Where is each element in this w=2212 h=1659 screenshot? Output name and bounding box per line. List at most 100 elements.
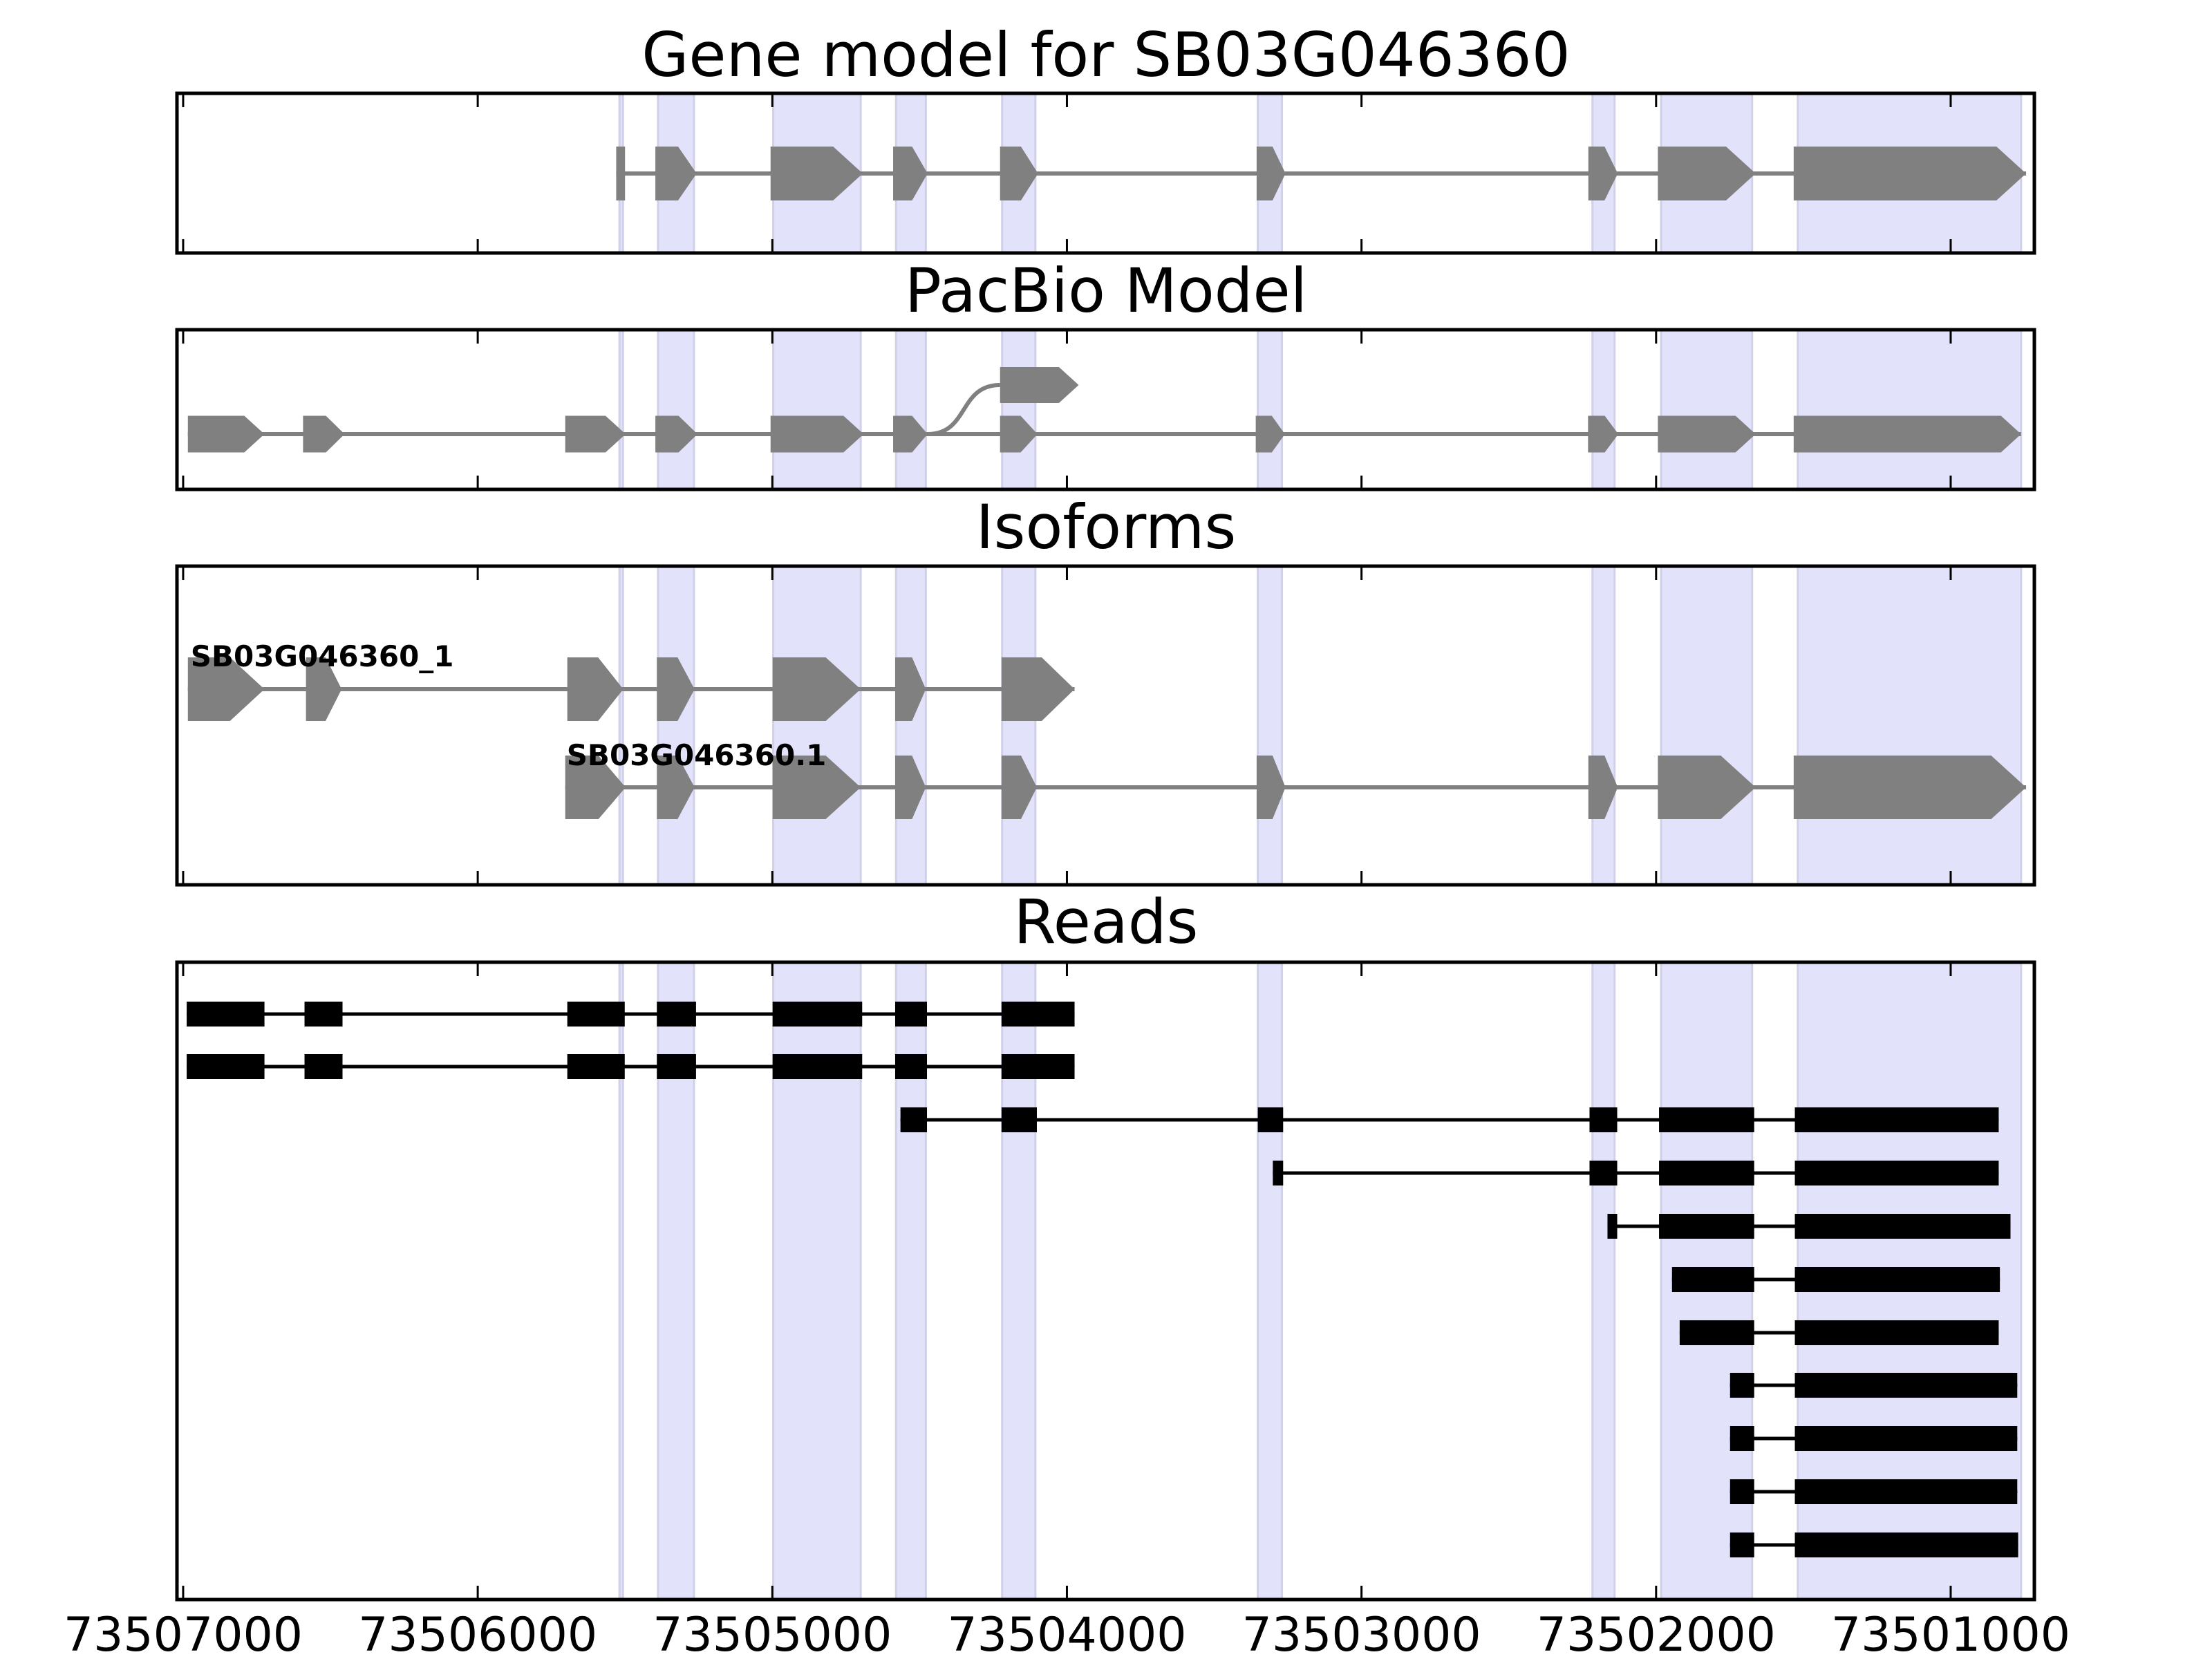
read-block (1794, 1161, 1999, 1185)
read-block (1730, 1479, 1754, 1504)
x-tick-label: 73507000 (64, 1608, 303, 1659)
read-block (1607, 1214, 1618, 1239)
read-block (772, 1002, 863, 1027)
pacbio-exon (893, 415, 928, 453)
pacbio-exon (655, 415, 698, 453)
x-axis: 73507000 73506000 73505000 73504000 7350… (64, 1608, 2070, 1659)
read-block (1659, 1161, 1754, 1185)
read (187, 1002, 1075, 1027)
read (1671, 1267, 2000, 1292)
highlight-region (1257, 961, 1284, 1601)
axes-frame (175, 960, 2036, 1602)
highlight-region (1797, 565, 2023, 886)
isoform-2-exon (895, 756, 926, 819)
panel-background (182, 565, 2023, 886)
highlight-region (772, 328, 862, 491)
read-block (1794, 1533, 2018, 1557)
pacbio-exon (770, 415, 864, 453)
read-block (1257, 1107, 1284, 1132)
read (1730, 1479, 2018, 1504)
read-block (1679, 1320, 1754, 1345)
isoform-2-exon (1588, 756, 1618, 819)
pacbio-exon (303, 415, 345, 453)
highlight-region (1660, 328, 1754, 491)
read-block (657, 1002, 696, 1027)
pacbio-exon (1793, 415, 2021, 453)
isoforms-title: Isoforms (976, 491, 1237, 563)
axes-frame (175, 91, 2036, 255)
read (1607, 1214, 2011, 1239)
highlight-region (1591, 961, 1616, 1601)
read-block (1794, 1426, 2018, 1451)
axes-frame (175, 564, 2036, 887)
highlight-region (894, 328, 927, 491)
isoform-1-exon (657, 657, 695, 721)
x-tick-label: 73505000 (653, 1608, 892, 1659)
highlight-region (657, 328, 695, 491)
pacbio-exon (565, 415, 626, 453)
read-block (1659, 1214, 1754, 1239)
x-tick-label: 73503000 (1242, 1608, 1481, 1659)
isoform-1-exon (895, 657, 926, 721)
highlight-region (618, 328, 624, 491)
x-tick-label: 73504000 (947, 1608, 1186, 1659)
isoform-2-exon (565, 756, 626, 819)
read-block (1671, 1267, 1754, 1292)
read-block (772, 1054, 863, 1079)
read-block (1001, 1054, 1075, 1079)
isoform-2-exon (1256, 756, 1286, 819)
axes-frame (175, 328, 2036, 491)
gene-model-panel: Gene model for SB03G046360 (175, 19, 2036, 255)
isoforms-panel: Isoforms SB03G046360_1 SB03G046360.1 (175, 491, 2036, 887)
isoform-tracks (187, 657, 2027, 819)
pacbio-branch-connector (927, 383, 1000, 436)
read-block (1794, 1107, 1999, 1132)
read-block (1730, 1373, 1754, 1398)
read-block (900, 1107, 928, 1132)
isoform-2-exon (772, 756, 861, 819)
read-block (187, 1054, 265, 1079)
read-block (304, 1054, 343, 1079)
gene-model-exon (1588, 147, 1618, 200)
pacbio-exon (1255, 415, 1285, 453)
read (1730, 1533, 2018, 1557)
x-tick-label: 73502000 (1537, 1608, 1776, 1659)
read-block (1794, 1267, 2000, 1292)
pacbio-exon (1588, 415, 1619, 453)
highlight-region (1257, 328, 1284, 491)
read-block (1730, 1533, 1754, 1557)
highlight-region (1001, 328, 1037, 491)
highlight-region (1591, 565, 1616, 886)
isoform-1-exon (1001, 657, 1075, 721)
gene-model-exon (770, 147, 863, 200)
highlight-region (894, 565, 927, 886)
read-block (1659, 1107, 1754, 1132)
isoform-1-exon (187, 657, 265, 721)
highlight-region (1591, 328, 1616, 491)
pacbio-exon (1000, 415, 1038, 453)
read-block (567, 1002, 625, 1027)
read-block (567, 1054, 625, 1079)
read (1730, 1373, 2018, 1398)
read-block (895, 1002, 928, 1027)
gene-model-exon (1000, 147, 1038, 200)
read-block (895, 1054, 928, 1079)
highlight-region (1257, 565, 1284, 886)
read (1273, 1161, 1999, 1185)
highlight-region (772, 565, 862, 886)
isoform-1-exon (772, 657, 861, 721)
highlight-region (1797, 328, 2023, 491)
pacbio-alt-exon (1000, 367, 1079, 403)
read (187, 1054, 1075, 1079)
isoform-label-2: SB03G046360.1 (567, 738, 827, 772)
isoform-label-1: SB03G046360_1 (191, 639, 454, 673)
read-block (187, 1002, 265, 1027)
highlight-region (618, 565, 624, 886)
pacbio-model-panel: PacBio Model (175, 255, 2036, 491)
gene-model-exon (655, 147, 697, 200)
pacbio-model-title: PacBio Model (905, 255, 1307, 326)
read-block (1794, 1373, 2018, 1398)
read-block (1589, 1107, 1618, 1132)
gene-model-exon (1793, 147, 2027, 200)
panel-background (182, 328, 2023, 491)
